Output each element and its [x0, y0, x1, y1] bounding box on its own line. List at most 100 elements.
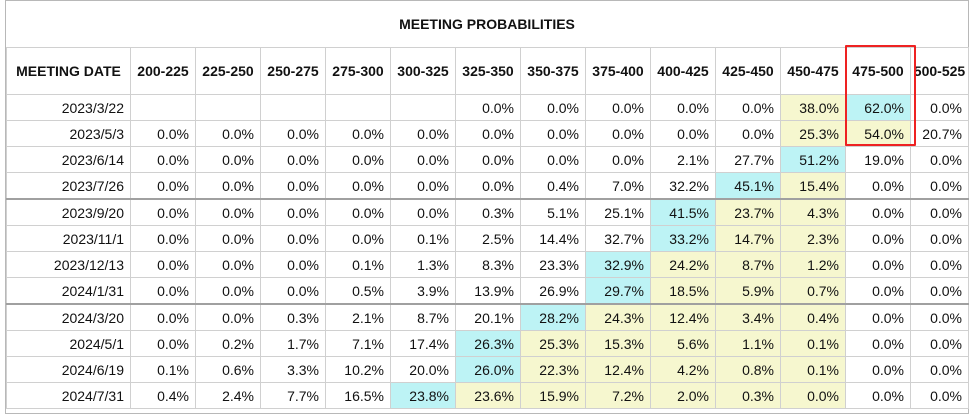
probability-cell — [260, 94, 326, 121]
probability-cell: 0.0% — [455, 120, 521, 147]
range-header-200-225: 200-225 — [130, 47, 196, 95]
probability-cell — [390, 94, 456, 121]
probability-cell: 0.0% — [195, 146, 261, 173]
probability-cell: 15.9% — [520, 382, 586, 409]
probability-cell: 0.0% — [260, 277, 326, 305]
meeting-date-cell: 2023/6/14 — [6, 146, 131, 173]
probability-cell: 1.3% — [390, 251, 456, 278]
range-header-225-250: 225-250 — [195, 47, 261, 95]
probability-cell: 23.7% — [715, 198, 781, 226]
probability-cell: 0.0% — [845, 356, 911, 383]
probability-cell: 0.0% — [130, 330, 196, 357]
probability-cell: 0.0% — [455, 146, 521, 173]
probability-cell: 0.4% — [130, 382, 196, 409]
probability-cell: 23.3% — [520, 251, 586, 278]
probability-cell: 12.4% — [650, 303, 716, 331]
probability-cell: 0.0% — [910, 330, 969, 357]
probability-cell: 0.0% — [845, 251, 911, 278]
probability-cell: 26.9% — [520, 277, 586, 305]
table-row: 2023/5/3 0.0% 0.0% 0.0% 0.0% 0.0% 0.0% 0.0% 0.0%… — [6, 120, 969, 147]
probability-cell: 1.2% — [780, 251, 846, 278]
probability-cell: 0.0% — [260, 172, 326, 200]
probability-cell — [195, 94, 261, 121]
probability-cell: 0.8% — [715, 356, 781, 383]
probability-cell: 0.0% — [325, 146, 391, 173]
probability-cell: 0.0% — [260, 120, 326, 147]
probability-cell: 0.0% — [520, 146, 586, 173]
probability-cell: 14.7% — [715, 225, 781, 252]
table-row: 2024/1/31 0.0% 0.0% 0.0% 0.5% 3.9% 13.9% 26.9% 2… — [6, 277, 969, 305]
probability-cell: 20.0% — [390, 356, 456, 383]
probability-cell: 33.2% — [650, 225, 716, 252]
probability-cell: 23.6% — [455, 382, 521, 409]
table-row: 2024/7/31 0.4% 2.4% 7.7% 16.5% 23.8% 23.6% 15.9… — [6, 382, 969, 409]
probability-cell: 3.3% — [260, 356, 326, 383]
meeting-date-cell: 2023/11/1 — [6, 225, 131, 252]
range-header-275-300: 275-300 — [325, 47, 391, 95]
probability-cell: 0.0% — [845, 303, 911, 331]
probability-cell: 10.2% — [325, 356, 391, 383]
probability-cell: 19.0% — [845, 146, 911, 173]
probability-cell: 0.0% — [195, 251, 261, 278]
probability-cell: 0.0% — [910, 277, 969, 305]
probability-cell: 51.2% — [780, 146, 846, 173]
probability-cell: 32.9% — [585, 251, 651, 278]
probability-cell: 2.4% — [195, 382, 261, 409]
probability-cell: 0.0% — [325, 120, 391, 147]
probability-cell: 20.1% — [455, 303, 521, 331]
meeting-date-cell: 2023/12/13 — [6, 251, 131, 278]
probability-cell: 0.0% — [520, 94, 586, 121]
probability-cell: 0.0% — [910, 382, 969, 409]
range-header-500-525: 500-525 — [910, 47, 969, 95]
probability-cell: 13.9% — [455, 277, 521, 305]
meeting-date-header: MEETING DATE — [6, 47, 131, 95]
range-header-250-275: 250-275 — [260, 47, 326, 95]
panel-title: MEETING PROBABILITIES — [6, 1, 968, 48]
probability-cell: 62.0% — [845, 94, 911, 121]
probability-cell: 0.3% — [455, 198, 521, 226]
probability-cell: 3.9% — [390, 277, 456, 305]
probability-cell: 0.2% — [195, 330, 261, 357]
probability-cell: 1.1% — [715, 330, 781, 357]
probability-cell: 8.7% — [715, 251, 781, 278]
probability-cell: 0.0% — [130, 198, 196, 226]
probability-cell: 7.0% — [585, 172, 651, 200]
probability-cell: 0.0% — [390, 146, 456, 173]
probability-cell: 5.1% — [520, 198, 586, 226]
probability-cell: 0.0% — [130, 277, 196, 305]
range-header-325-350: 325-350 — [455, 47, 521, 95]
probability-cell: 0.0% — [910, 225, 969, 252]
meeting-date-cell: 2024/1/31 — [6, 277, 131, 305]
probability-cell: 0.0% — [260, 198, 326, 226]
probability-cell: 5.9% — [715, 277, 781, 305]
probability-cell: 0.0% — [130, 120, 196, 147]
probability-cell: 12.4% — [585, 356, 651, 383]
probability-cell: 0.1% — [130, 356, 196, 383]
probability-cell: 54.0% — [845, 120, 911, 147]
probability-cell: 0.0% — [845, 172, 911, 200]
probability-cell: 2.1% — [650, 146, 716, 173]
meeting-date-cell: 2024/5/1 — [6, 330, 131, 357]
probability-cell: 32.7% — [585, 225, 651, 252]
probability-cell: 0.0% — [195, 198, 261, 226]
probability-cell: 0.6% — [195, 356, 261, 383]
range-header-450-475: 450-475 — [780, 47, 846, 95]
probability-cell: 4.2% — [650, 356, 716, 383]
probability-cell: 28.2% — [520, 303, 586, 331]
probability-cell: 14.4% — [520, 225, 586, 252]
probability-cell: 0.0% — [260, 251, 326, 278]
probability-cell: 0.0% — [390, 198, 456, 226]
probability-cell: 0.0% — [195, 303, 261, 331]
probability-cell: 0.0% — [195, 120, 261, 147]
probability-cell: 0.0% — [195, 172, 261, 200]
probability-cell: 0.0% — [845, 330, 911, 357]
table-row: 2024/6/19 0.1% 0.6% 3.3% 10.2% 20.0% 26.0% 22.3… — [6, 356, 969, 383]
probability-cell: 20.7% — [910, 120, 969, 147]
probability-cell: 0.0% — [650, 94, 716, 121]
probability-cell: 0.0% — [845, 277, 911, 305]
probability-cell: 22.3% — [520, 356, 586, 383]
probability-cell: 27.7% — [715, 146, 781, 173]
meeting-date-cell: 2023/3/22 — [6, 94, 131, 121]
probability-cell: 7.2% — [585, 382, 651, 409]
probability-cell: 24.3% — [585, 303, 651, 331]
